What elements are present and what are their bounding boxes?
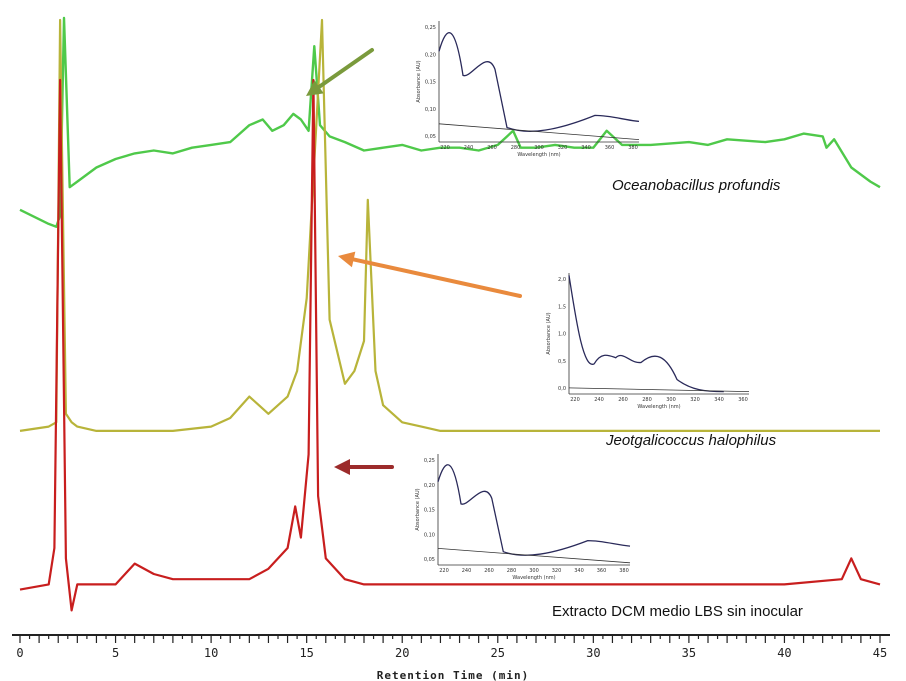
peak-arrows bbox=[306, 48, 522, 475]
x-tick-label: 5 bbox=[112, 646, 119, 660]
inset-x-tick: 360 bbox=[597, 568, 607, 574]
arrow-jeotgalicoccus-peak bbox=[338, 251, 522, 298]
inset-x-tick: 220 bbox=[439, 568, 449, 574]
label-oceanobacillus: Oceanobacillus profundis bbox=[612, 177, 781, 194]
inset-y-tick: 0,05 bbox=[424, 557, 435, 563]
inset-y-tick: 0,0 bbox=[558, 386, 566, 392]
inset-x-label: Wavelength (nm) bbox=[512, 575, 555, 581]
arrow-blank-peak bbox=[334, 459, 394, 475]
inset-y-tick: 1,0 bbox=[558, 332, 566, 338]
x-tick-label: 45 bbox=[873, 646, 887, 660]
trace-oceanobacillus bbox=[19, 16, 881, 228]
inset-y-tick: 0,25 bbox=[424, 458, 435, 464]
inset-baseline bbox=[437, 548, 631, 564]
inset-x-tick: 340 bbox=[714, 397, 724, 403]
inset-x-label: Wavelength (nm) bbox=[637, 404, 680, 410]
inset-x-tick: 260 bbox=[484, 568, 494, 574]
arrow-oceanobacillus-peak bbox=[306, 48, 374, 96]
trace-blank-extract bbox=[19, 78, 881, 612]
inset-x-label: Wavelength (nm) bbox=[517, 152, 560, 158]
inset-y-tick: 0,10 bbox=[424, 532, 435, 538]
label-blank-extract: Extracto DCM medio LBS sin inocular bbox=[552, 603, 803, 620]
x-axis-title: Retention Time (min) bbox=[377, 669, 529, 681]
inset-y-label: Absorbance (AU) bbox=[546, 312, 552, 354]
label-jeotgalicoccus: Jeotgalicoccus halophilus bbox=[605, 432, 777, 449]
inset-x-tick: 320 bbox=[552, 568, 562, 574]
inset-baseline bbox=[438, 123, 640, 140]
inset-y-tick: 0,05 bbox=[425, 134, 436, 140]
inset-x-tick: 260 bbox=[618, 397, 628, 403]
inset-spectrum-2: 2,0 1,5 1,0 0,5 0,0 220 240 260 280 300 320 340 360 A… bbox=[546, 273, 750, 410]
x-tick-label: 0 bbox=[16, 646, 23, 660]
trace-jeotgalicoccus bbox=[19, 18, 880, 432]
inset-x-tick: 280 bbox=[511, 145, 521, 151]
x-tick-label: 15 bbox=[299, 646, 313, 660]
inset-y-tick: 0,15 bbox=[424, 508, 435, 514]
x-tick-label: 30 bbox=[586, 646, 600, 660]
inset-baseline bbox=[568, 387, 750, 392]
inset-y-label: Absorbance (AU) bbox=[416, 60, 422, 102]
inset-spectrum-3: 0,25 0,20 0,15 0,10 0,05 220 240 260 280 300 320 34… bbox=[415, 454, 631, 581]
inset-x-tick: 340 bbox=[574, 568, 584, 574]
inset-spectrum-1: 0,25 0,20 0,15 0,10 0,05 220 240 260 280 300 320 34… bbox=[416, 21, 640, 158]
inset-spectrum-curve bbox=[437, 464, 631, 556]
inset-y-tick: 0,25 bbox=[425, 25, 436, 31]
inset-y-tick: 1,5 bbox=[558, 304, 566, 310]
x-tick-label: 35 bbox=[682, 646, 696, 660]
inset-x-tick: 260 bbox=[487, 145, 497, 151]
inset-y-label: Absorbance (AU) bbox=[415, 488, 421, 530]
inset-x-tick: 320 bbox=[558, 145, 568, 151]
inset-y-tick: 0,20 bbox=[424, 483, 435, 489]
inset-y-tick: 0,20 bbox=[425, 52, 436, 58]
x-axis: 0 5 10 15 20 25 30 35 40 45 bbox=[12, 634, 890, 660]
inset-x-tick: 280 bbox=[507, 568, 517, 574]
inset-x-tick: 380 bbox=[619, 568, 629, 574]
x-tick-label: 20 bbox=[395, 646, 409, 660]
inset-x-tick: 300 bbox=[534, 145, 544, 151]
x-tick-label: 10 bbox=[204, 646, 218, 660]
inset-x-tick: 240 bbox=[594, 397, 604, 403]
inset-x-tick: 300 bbox=[529, 568, 539, 574]
inset-x-tick: 240 bbox=[464, 145, 474, 151]
inset-x-tick: 220 bbox=[440, 145, 450, 151]
inset-spectrum-curve bbox=[438, 32, 640, 132]
inset-y-tick: 0,15 bbox=[425, 80, 436, 86]
x-tick-label: 25 bbox=[491, 646, 505, 660]
inset-y-tick: 0,5 bbox=[558, 359, 566, 365]
inset-spectrum-curve bbox=[568, 275, 724, 393]
inset-x-tick: 300 bbox=[666, 397, 676, 403]
traces bbox=[19, 16, 881, 612]
inset-y-tick: 2,0 bbox=[558, 277, 566, 283]
inset-x-tick: 240 bbox=[462, 568, 472, 574]
inset-x-tick: 360 bbox=[605, 145, 615, 151]
inset-x-tick: 360 bbox=[738, 397, 748, 403]
inset-x-tick: 220 bbox=[570, 397, 580, 403]
inset-y-tick: 0,10 bbox=[425, 107, 436, 113]
inset-x-tick: 380 bbox=[628, 145, 638, 151]
inset-x-tick: 340 bbox=[581, 145, 591, 151]
inset-x-tick: 280 bbox=[642, 397, 652, 403]
uv-spectrum-insets: 0,25 0,20 0,15 0,10 0,05 220 240 260 280 300 320 34… bbox=[415, 21, 750, 581]
x-tick-label: 40 bbox=[777, 646, 791, 660]
inset-x-tick: 320 bbox=[690, 397, 700, 403]
